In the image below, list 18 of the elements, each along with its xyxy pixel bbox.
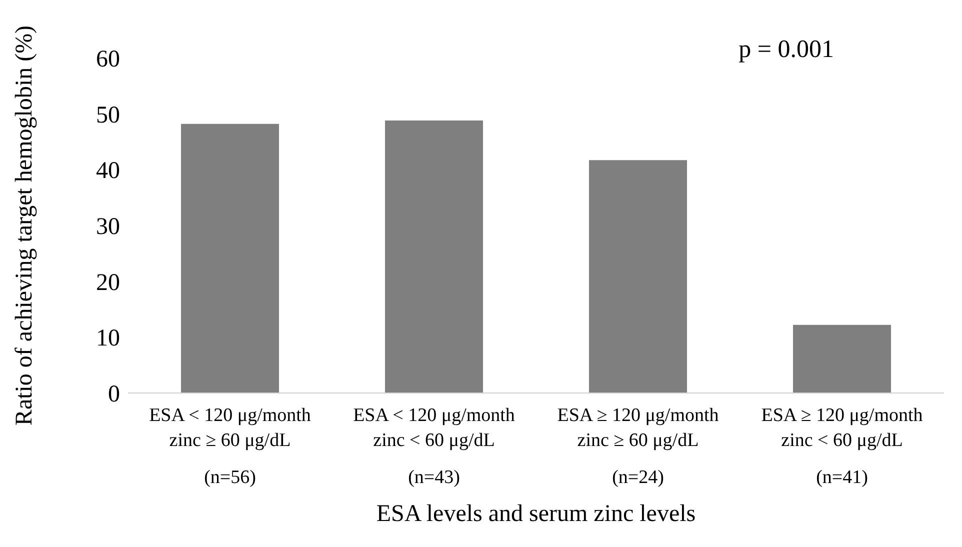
bar	[793, 324, 891, 393]
x-tick-label: ESA < 120 μg/month zinc < 60 μg/dL (n=43)	[353, 405, 516, 488]
x-tick-label: ESA ≥ 120 μg/month zinc ≥ 60 μg/dL (n=24)	[557, 405, 720, 488]
y-tick-label: 30	[96, 214, 120, 240]
y-tick-label: 50	[96, 102, 120, 128]
bar	[181, 124, 279, 393]
y-tick-label: 10	[96, 326, 120, 352]
x-tick-label: ESA ≥ 120 μg/month zinc < 60 μg/dL (n=41)	[761, 405, 924, 488]
y-tick-label: 0	[108, 382, 120, 408]
bar	[385, 120, 483, 393]
y-axis-title: Ratio of achieving target hemoglobin (%)	[12, 25, 38, 426]
annotation: p = 0.001	[738, 36, 834, 64]
x-axis-title: ESA levels and serum zinc levels	[376, 501, 696, 527]
y-tick-label: 60	[96, 46, 120, 73]
x-tick-label: ESA < 120 μg/month zinc ≥ 60 μg/dL (n=56)	[149, 405, 312, 488]
y-tick-label: 20	[96, 270, 120, 296]
y-tick-label: 40	[96, 158, 120, 184]
bar	[589, 160, 687, 393]
